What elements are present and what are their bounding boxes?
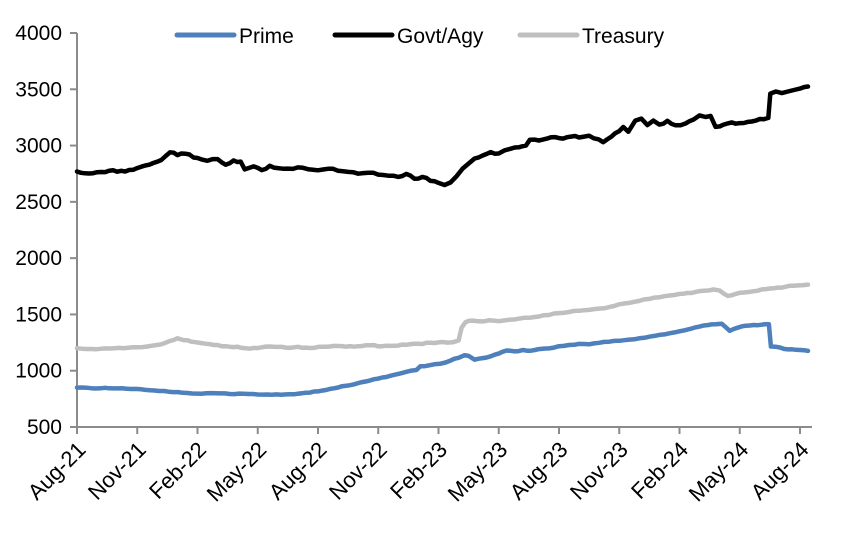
y-axis-tick-label: 3000 — [15, 135, 62, 158]
y-axis-tick-label: 2000 — [15, 247, 62, 270]
x-axis-tick-label: Feb-22 — [144, 437, 211, 504]
plot-series — [74, 84, 811, 398]
series-line-govt-agy — [74, 84, 811, 188]
x-axis-tick-label: May-23 — [443, 437, 513, 507]
x-axis: Aug-21Nov-21Feb-22May-22Aug-22Nov-22Feb-… — [23, 426, 814, 507]
x-axis-tick-label: Aug-21 — [23, 437, 91, 505]
legend-label-treasury: Treasury — [582, 25, 665, 48]
legend-item-treasury: Treasury — [517, 25, 665, 48]
y-axis: 4000 3500 3000 2500 2000 1500 1000 500 — [15, 22, 78, 439]
x-axis-tick-label: Aug-23 — [505, 437, 573, 505]
y-axis-tick-label: 500 — [27, 416, 62, 439]
legend-item-govt-agy: Govt/Agy — [332, 25, 484, 48]
legend-label-prime: Prime — [239, 25, 294, 48]
x-axis-tick-label: Feb-24 — [626, 437, 693, 504]
x-axis-tick-label: May-22 — [202, 437, 272, 507]
x-axis-tick-label: Aug-24 — [746, 437, 814, 505]
y-axis-tick-label: 2500 — [15, 191, 62, 214]
y-axis-tick-label: 4000 — [15, 22, 62, 45]
legend-item-prime: Prime — [174, 25, 294, 48]
y-axis-tick-label: 1000 — [15, 360, 62, 383]
series-line-prime — [74, 321, 811, 398]
y-axis-tick-label: 3500 — [15, 78, 62, 101]
legend: Prime Govt/Agy Treasury — [174, 25, 665, 48]
x-axis-tick-label: Nov-22 — [324, 437, 392, 505]
legend-label-govt-agy: Govt/Agy — [397, 25, 484, 48]
y-axis-tick-label: 1500 — [15, 303, 62, 326]
series-line-treasury — [74, 282, 811, 352]
x-axis-tick-label: Feb-23 — [385, 437, 452, 504]
x-axis-tick-label: Aug-22 — [264, 437, 332, 505]
x-axis-tick-label: Nov-23 — [565, 437, 633, 505]
x-axis-tick-label: May-24 — [684, 437, 754, 507]
x-axis-tick-label: Nov-21 — [83, 437, 151, 505]
